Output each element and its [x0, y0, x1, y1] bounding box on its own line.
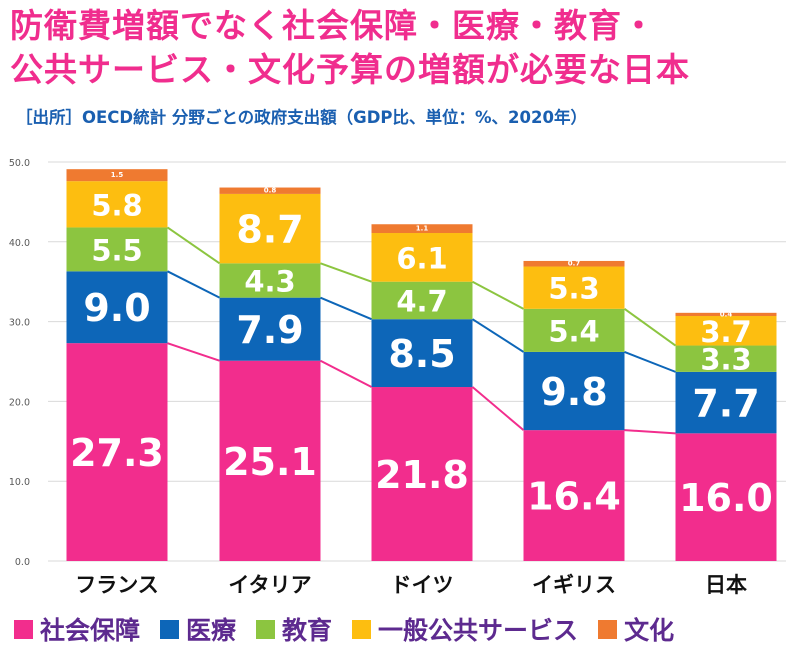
y-tick-label: 50.0: [9, 158, 30, 169]
series-connector-line: [320, 296, 372, 321]
series-connector-line: [320, 262, 372, 283]
data-label: 16.0: [679, 476, 773, 520]
data-labels: 27.3 9.0 5.5 5.8 1.5 25.1 7.9 4.3 8.7 0.8 21.8 8.5 4…: [70, 171, 773, 520]
data-label: 5.3: [548, 272, 599, 306]
data-label: 4.3: [244, 265, 295, 299]
chart-subtitle: ［出所］OECD統計 分野ごとの政府支出額（GDP比、単位：%、2020年）: [16, 108, 587, 127]
x-axis-ticks: フランス イタリア ドイツ イギリス 日本: [75, 573, 747, 597]
legend-swatch-general-public-services: [352, 619, 372, 639]
legend: 社会保障 医療 教育 一般公共サービス 文化: [14, 611, 674, 647]
legend-label-general-public-services: 一般公共サービス: [378, 616, 579, 645]
data-label: 9.0: [83, 286, 150, 330]
data-label: 16.4: [527, 475, 621, 519]
y-tick-label: 30.0: [9, 318, 30, 329]
series-connector-line: [472, 280, 524, 310]
data-label: 1.1: [416, 225, 429, 233]
data-label: 3.3: [700, 343, 751, 377]
bar-segment: [523, 266, 625, 309]
bar-segment: [523, 308, 625, 352]
y-tick-label: 10.0: [9, 477, 30, 488]
bar-segment: [675, 433, 777, 561]
series-connector-line: [471, 386, 525, 431]
bar-segment: [523, 430, 625, 561]
data-label: 7.7: [692, 382, 759, 426]
series-connector-line: [624, 350, 676, 373]
data-label: 8.7: [236, 208, 303, 252]
legend-label-social-security: 社会保障: [40, 616, 141, 645]
legend-swatch-culture: [598, 619, 618, 639]
bar-segment: [675, 316, 777, 346]
x-tick-label: 日本: [705, 573, 747, 597]
bar-segment: [219, 187, 321, 194]
y-tick-label: 40.0: [9, 238, 30, 249]
data-label: 1.5: [111, 171, 124, 179]
legend-label-culture: 文化: [624, 616, 675, 645]
legend-swatch-health: [160, 619, 180, 639]
bar-segment: [523, 260, 625, 267]
series-connector-line: [623, 308, 677, 347]
chart-title-line-2: 公共サービス・文化予算の増額が必要な日本: [10, 50, 690, 89]
data-label: 9.8: [540, 370, 607, 414]
data-label: 6.1: [396, 241, 447, 275]
data-label: 0.7: [568, 260, 581, 268]
x-tick-label: フランス: [75, 573, 159, 597]
x-tick-label: イタリア: [228, 573, 311, 597]
bar-segment: [371, 387, 473, 561]
bar-segment: [66, 169, 168, 182]
data-label: 27.3: [70, 431, 164, 475]
legend-item-social-security: 社会保障: [14, 611, 140, 647]
bar-segment: [66, 227, 168, 272]
data-label: 7.9: [236, 308, 303, 352]
data-label: 5.8: [91, 188, 142, 222]
connector-lines: [166, 226, 677, 435]
series-connector-line: [166, 226, 221, 265]
series-connector-line: [471, 318, 525, 353]
bar-segment: [371, 319, 473, 388]
data-label: 5.5: [91, 233, 142, 267]
bar-segment: [675, 312, 777, 317]
series-connector-line: [167, 342, 220, 362]
bar-segment: [371, 233, 473, 282]
data-label: 0.4: [720, 310, 733, 318]
bar-segment: [219, 360, 321, 561]
legend-item-general-public-services: 一般公共サービス: [352, 611, 578, 647]
bars: [66, 169, 777, 561]
chart-title-line-1: 防衛費増額でなく社会保障・医療・教育・: [10, 6, 656, 45]
data-label: 0.8: [264, 187, 277, 195]
y-tick-label: 20.0: [9, 397, 30, 408]
bar-segment: [66, 271, 168, 344]
data-label: 3.7: [700, 315, 751, 349]
bar-segment: [219, 297, 321, 361]
legend-item-education: 教育: [256, 611, 332, 647]
x-tick-label: イギリス: [532, 573, 616, 597]
legend-swatch-education: [256, 619, 276, 639]
bar-segment: [66, 181, 168, 228]
legend-label-education: 教育: [282, 616, 333, 645]
bar-segment: [675, 371, 777, 434]
data-label: 8.5: [388, 332, 455, 376]
bar-segment: [371, 281, 473, 320]
y-axis-ticks: 0.0 10.0 20.0 30.0 40.0 50.0: [9, 158, 30, 568]
bar-segment: [219, 263, 321, 298]
data-label: 4.7: [396, 284, 447, 318]
data-label: 21.8: [375, 453, 469, 497]
y-tick-label: 0.0: [15, 557, 30, 568]
legend-swatch-social-security: [14, 619, 33, 639]
bar-segment: [66, 343, 168, 561]
data-label: 25.1: [223, 440, 317, 484]
legend-label-health: 医療: [186, 616, 237, 645]
x-tick-label: ドイツ: [391, 573, 454, 597]
bar-segment: [523, 351, 625, 431]
data-label: 5.4: [548, 314, 599, 348]
legend-item-culture: 文化: [598, 611, 674, 647]
series-connector-line: [320, 359, 372, 388]
bar-segment: [219, 193, 321, 264]
series-connector-line: [624, 429, 676, 435]
series-connector-line: [167, 270, 220, 299]
bar-segment: [371, 224, 473, 234]
bar-segment: [675, 345, 777, 372]
legend-item-health: 医療: [160, 611, 236, 647]
